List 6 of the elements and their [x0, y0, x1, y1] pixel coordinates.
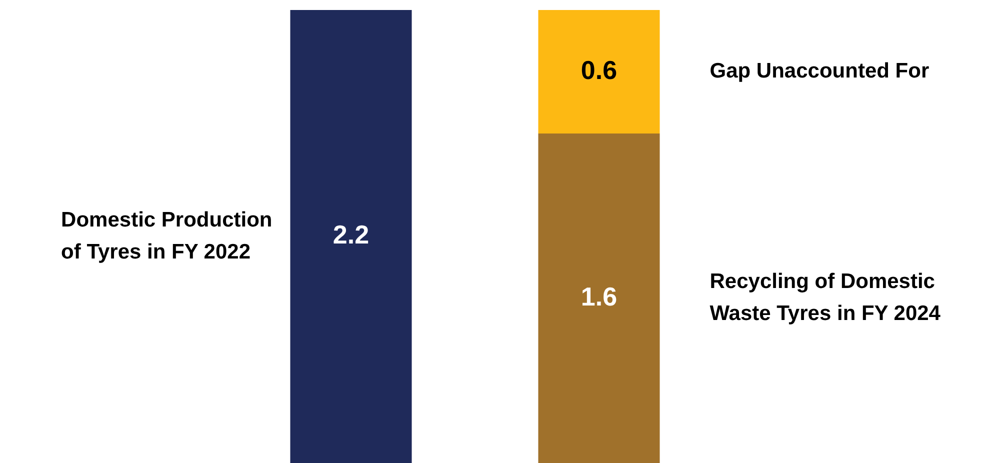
- text: Recycling of Domestic Waste Tyres in FY 2024: [710, 270, 941, 326]
- series-label: Domestic Production of Tyres in FY 2022: [61, 208, 272, 264]
- data-label: 1.6: [580, 281, 618, 312]
- data-label: 0.6: [580, 54, 618, 85]
- text: Gap Unaccounted For: [710, 60, 930, 83]
- data-label: 2.2: [332, 220, 370, 250]
